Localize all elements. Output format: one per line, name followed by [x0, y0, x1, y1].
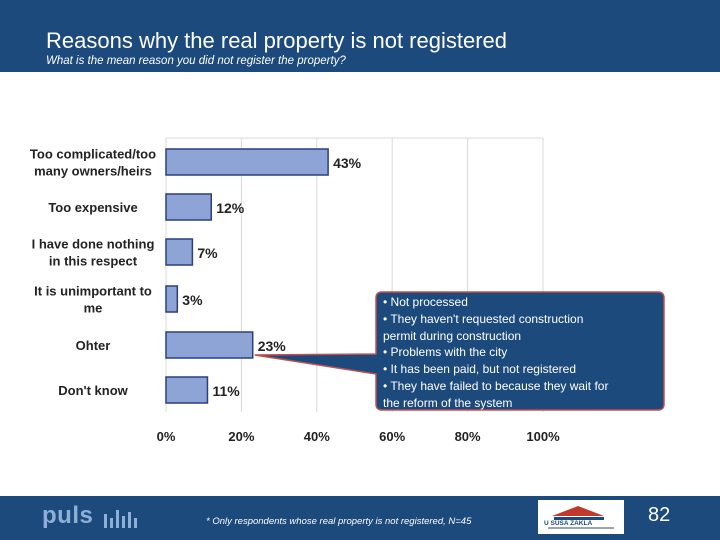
callout-bubble: [254, 291, 665, 411]
callout-text: • Not processed • They haven't requested …: [383, 294, 663, 412]
category-label: in this respect: [49, 254, 138, 269]
slide-subtitle: What is the mean reason you did not regi…: [46, 55, 346, 67]
value-label: 7%: [197, 245, 218, 261]
partner-logo-mark: [548, 506, 614, 529]
slide-footer: puls U SUSA ZAKLA 82: [0, 496, 720, 540]
value-label: 3%: [182, 292, 203, 308]
x-tick-label: 80%: [455, 429, 481, 444]
bar: [165, 331, 254, 359]
partner-logo: U SUSA ZAKLA: [538, 500, 624, 534]
callout-line: • It has been paid, but not registered: [383, 362, 576, 377]
category-label: Too expensive: [48, 200, 137, 215]
category-label: It is unimportant to: [34, 284, 152, 299]
callout-line: • Not processed: [383, 295, 468, 309]
value-label: 43%: [333, 155, 362, 171]
x-tick-label: 20%: [228, 429, 254, 444]
bar: [165, 148, 329, 176]
slide-title: Reasons why the real property is not reg…: [46, 28, 508, 53]
partner-logo-text: U SUSA ZAKLA: [544, 520, 593, 527]
category-label: Ohter: [76, 338, 111, 353]
page-number: 82: [648, 504, 671, 526]
value-label: 23%: [258, 338, 287, 354]
x-tick-label: 60%: [379, 429, 405, 444]
value-label: 12%: [216, 200, 245, 216]
callout-line: • Problems with the city: [383, 345, 508, 360]
category-label: I have done nothing: [32, 237, 155, 252]
callout-line: permit during construction: [383, 328, 522, 343]
category-label: Too complicated/too: [30, 147, 156, 162]
bar: [165, 376, 209, 404]
bar: [165, 193, 212, 221]
x-tick-label: 100%: [526, 429, 560, 444]
callout-line: the reform of the system: [383, 395, 513, 410]
x-tick-label: 0%: [157, 429, 176, 444]
puls-logo: puls: [42, 502, 94, 529]
x-tick-label: 40%: [304, 429, 330, 444]
bar: [165, 285, 179, 313]
value-label: 11%: [212, 383, 240, 399]
bar-chart: 0% 20% 40% 60% 80% 100% 43% Too complicated/too…: [30, 137, 665, 444]
callout-line: • They haven't requested construction: [383, 311, 584, 326]
bar: [165, 238, 194, 266]
category-label: me: [84, 301, 103, 316]
category-label: Don't know: [58, 383, 128, 398]
slide-header: Reasons why the real property is not reg…: [0, 0, 720, 72]
category-label: many owners/heirs: [34, 164, 152, 179]
puls-bars-icon: [104, 510, 137, 528]
footnote-text: * Only respondents whose real property i…: [206, 516, 472, 527]
callout-line: • They have failed to because they wait …: [383, 378, 609, 393]
